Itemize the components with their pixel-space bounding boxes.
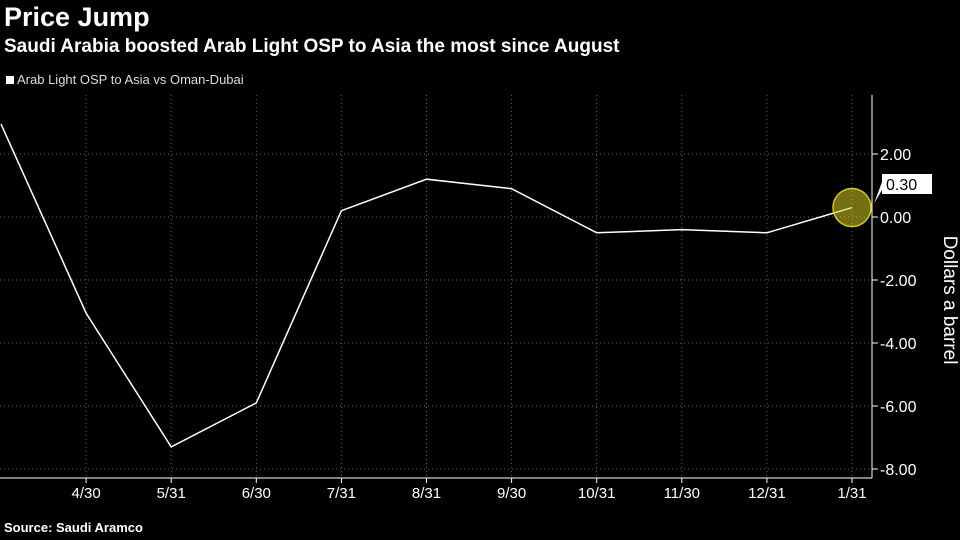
x-tick-label: 5/31 — [157, 485, 186, 502]
chart-subtitle: Saudi Arabia boosted Arab Light OSP to A… — [4, 36, 620, 57]
x-tick-label: 12/31 — [748, 485, 786, 502]
x-tick-label: 8/31 — [412, 485, 441, 502]
highlight-circle — [832, 187, 872, 228]
x-tick-label: 6/30 — [242, 485, 271, 502]
x-tick-label: 10/31 — [578, 485, 616, 502]
series-line — [0, 123, 853, 448]
y-axis-label: Dollars a barrel — [939, 235, 960, 365]
source-note: Source: Saudi Aramco — [4, 520, 143, 535]
y-tick-label: -2.00 — [880, 273, 917, 290]
y-tick-label: 2.00 — [880, 147, 911, 164]
y-tick-label: 0.00 — [880, 210, 911, 227]
y-tick-label: -4.00 — [880, 336, 917, 353]
legend-label: Arab Light OSP to Asia vs Oman-Dubai — [17, 72, 244, 87]
x-tick-label: 9/30 — [497, 485, 526, 502]
legend-swatch — [6, 75, 14, 84]
value-callout-label: 0.30 — [886, 177, 917, 194]
y-tick-label: -6.00 — [880, 399, 917, 416]
x-tick-label: 4/30 — [71, 485, 100, 502]
legend: Arab Light OSP to Asia vs Oman-Dubai — [6, 72, 244, 87]
x-tick-label: 7/31 — [327, 485, 356, 502]
x-tick-label: 1/31 — [837, 485, 866, 502]
chart-title: Price Jump — [4, 2, 150, 32]
y-tick-label: -8.00 — [880, 462, 917, 479]
value-callout — [874, 174, 932, 204]
x-tick-label: 11/30 — [664, 485, 700, 502]
